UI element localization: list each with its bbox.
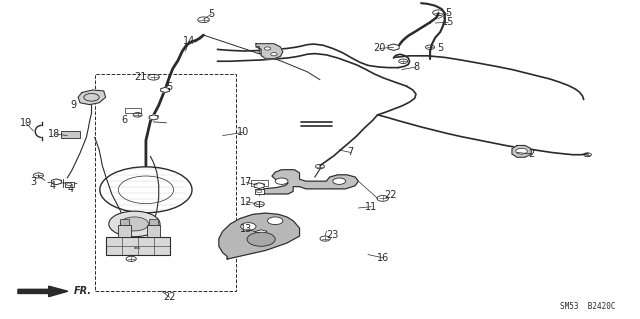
Text: 17: 17 [240, 177, 253, 188]
Circle shape [268, 217, 283, 225]
Circle shape [109, 211, 160, 237]
Polygon shape [18, 286, 68, 297]
Text: SM53  B2420C: SM53 B2420C [560, 302, 616, 311]
Circle shape [333, 178, 346, 184]
Text: 20: 20 [373, 43, 386, 54]
Circle shape [516, 148, 527, 154]
Text: 4: 4 [49, 181, 56, 191]
Bar [65, 182, 74, 187]
Bar [120, 219, 129, 225]
Text: 15: 15 [442, 17, 454, 27]
Polygon shape [388, 44, 399, 50]
Text: 14: 14 [182, 36, 195, 47]
Text: 23: 23 [326, 230, 339, 241]
Polygon shape [264, 170, 358, 194]
Text: 22: 22 [163, 292, 176, 302]
Polygon shape [512, 145, 531, 157]
Polygon shape [255, 230, 267, 236]
Text: 7: 7 [348, 147, 354, 158]
Text: 22: 22 [384, 189, 397, 200]
Bar [95, 74, 236, 291]
Text: 11: 11 [365, 202, 378, 212]
Text: 5: 5 [445, 8, 451, 19]
Bar [118, 225, 131, 237]
Text: 5: 5 [208, 9, 214, 19]
Text: 8: 8 [413, 62, 419, 72]
Text: 2: 2 [528, 149, 534, 159]
Polygon shape [149, 115, 158, 120]
Circle shape [275, 178, 288, 184]
Bar [106, 237, 170, 255]
Text: 5: 5 [166, 82, 173, 92]
Polygon shape [254, 183, 264, 189]
Bar [255, 189, 264, 194]
Text: abs: abs [134, 246, 141, 250]
Bar [61, 131, 80, 138]
Circle shape [264, 47, 271, 50]
Polygon shape [51, 179, 61, 185]
Bar [149, 219, 158, 225]
Text: 13: 13 [240, 224, 253, 234]
Polygon shape [256, 44, 283, 59]
Text: 12: 12 [240, 197, 253, 207]
Text: 10: 10 [237, 127, 250, 137]
Text: 19: 19 [19, 118, 32, 128]
Text: 5: 5 [437, 43, 444, 54]
Text: 6: 6 [122, 115, 128, 125]
Text: 9: 9 [70, 100, 77, 110]
Text: 21: 21 [134, 72, 147, 82]
Text: 3: 3 [30, 177, 36, 187]
Circle shape [120, 217, 148, 231]
Text: 16: 16 [376, 253, 389, 263]
Polygon shape [161, 87, 170, 93]
Text: 4: 4 [67, 184, 74, 194]
Circle shape [241, 223, 256, 230]
Text: 1: 1 [256, 46, 262, 56]
Polygon shape [78, 90, 106, 105]
Text: FR.: FR. [74, 286, 92, 296]
Text: 18: 18 [48, 129, 61, 139]
Circle shape [247, 232, 275, 246]
Bar [251, 180, 268, 186]
Bar [147, 225, 160, 237]
Polygon shape [219, 213, 300, 259]
Bar [125, 108, 141, 113]
Circle shape [271, 53, 277, 56]
